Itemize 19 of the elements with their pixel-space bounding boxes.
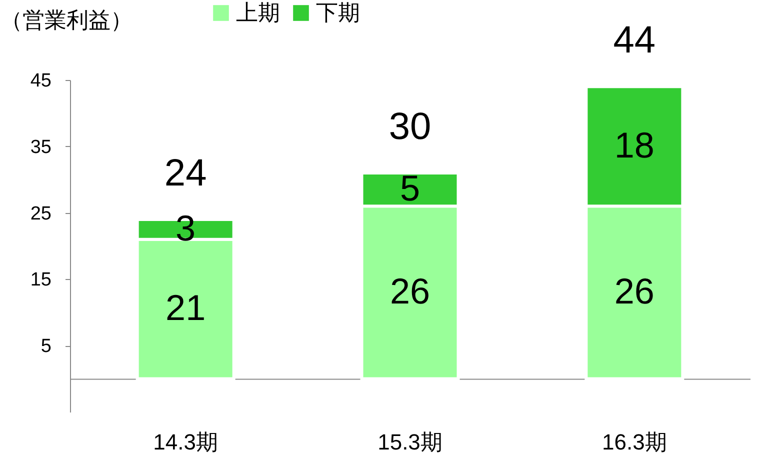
x-tick-label: 16.3期 <box>602 430 667 454</box>
data-label: 21 <box>166 287 206 328</box>
y-tick-label: 15 <box>30 270 52 291</box>
total-label: 24 <box>164 152 207 194</box>
y-tick-label: 25 <box>30 203 52 224</box>
x-tick-label: 14.3期 <box>153 430 218 454</box>
total-label: 30 <box>388 106 432 148</box>
legend-label: 上期 <box>236 0 280 25</box>
data-label: 26 <box>614 270 654 312</box>
y-axis-title: （営業利益） <box>0 8 132 32</box>
data-label: 26 <box>390 270 430 312</box>
y-tick-label: 5 <box>40 336 52 358</box>
y-tick-label: 35 <box>30 136 52 158</box>
legend-label: 下期 <box>316 0 360 25</box>
x-tick-label: 15.3期 <box>378 430 442 454</box>
data-label: 5 <box>400 168 420 209</box>
data-label: 18 <box>614 124 654 166</box>
y-tick-label: 45 <box>30 70 52 92</box>
total-label: 44 <box>613 20 656 62</box>
